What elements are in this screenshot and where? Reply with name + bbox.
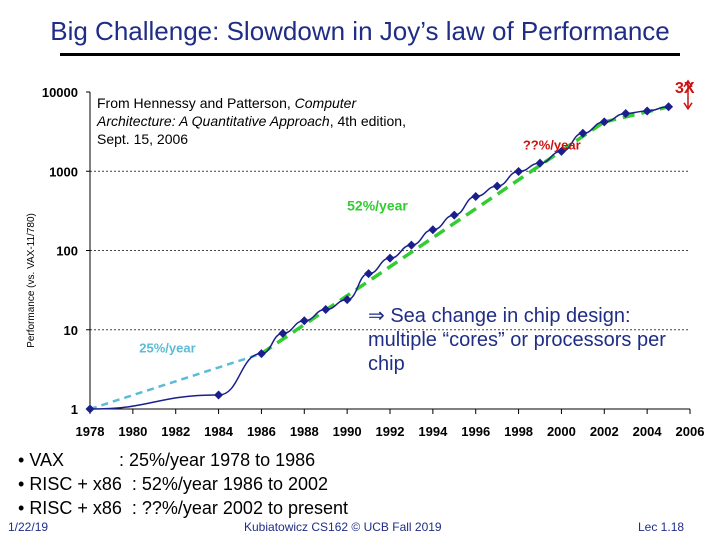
x-tick-label: 2000 — [547, 424, 576, 439]
x-tick-label: 2006 — [676, 424, 705, 439]
data-point — [535, 158, 545, 168]
bullet-rate: : 25%/year 1978 to 1986 — [119, 450, 316, 470]
trend-line-2 — [603, 105, 669, 124]
trend-line-0 — [89, 352, 262, 411]
y-tick-label: 10 — [64, 323, 78, 338]
three-x-arrow-icon — [683, 79, 693, 88]
x-tick-label: 1986 — [247, 424, 276, 439]
data-point — [471, 191, 481, 201]
source-line3: Sept. 15, 2006 — [97, 131, 189, 147]
bullet-label: VAX — [29, 450, 120, 470]
data-point — [492, 181, 502, 191]
footer-course: Kubiatowicz CS162 © UCB Fall 2019 — [244, 520, 442, 534]
data-point — [342, 295, 352, 305]
bullet-marker: • — [18, 498, 30, 518]
source-line2-text: , 4th edition, — [329, 113, 406, 129]
data-point — [214, 390, 224, 400]
data-point — [321, 305, 331, 315]
data-point — [428, 225, 438, 235]
bullet-marker: • — [18, 474, 30, 494]
data-point — [278, 328, 288, 338]
data-point — [364, 269, 374, 279]
y-tick-label: 10000 — [42, 85, 78, 100]
x-tick-label: 1990 — [333, 424, 362, 439]
bullet-marker: • — [18, 450, 30, 470]
footer-date: 1/22/19 — [8, 520, 49, 534]
data-point — [299, 316, 309, 326]
y-tick-label: 100 — [56, 244, 78, 259]
slide-title: Big Challenge: Slowdown in Joy’s law of … — [50, 16, 670, 46]
three-x-arrow-icon — [683, 102, 693, 111]
x-tick-label: 1992 — [376, 424, 405, 439]
x-tick-label: 1998 — [504, 424, 533, 439]
bullet-label: RISC + x86 — [29, 474, 122, 494]
data-point — [556, 146, 566, 156]
source-line2-italic: Architecture: A Quantitative Approach — [97, 113, 330, 129]
data-point — [599, 117, 609, 127]
annotation-label: 25%/year — [139, 340, 195, 355]
data-point — [514, 166, 524, 176]
x-tick-label: 1980 — [118, 424, 147, 439]
annotation-label: ??%/year — [523, 138, 581, 153]
source-citation: From Hennessy and Patterson, Computer Ar… — [97, 94, 477, 148]
x-tick-label: 1982 — [161, 424, 190, 439]
data-point — [385, 253, 395, 263]
x-tick-label: 2004 — [633, 424, 663, 439]
x-tick-label: 1978 — [76, 424, 105, 439]
sea-change-callout: ⇒ Sea change in chip design: multiple “c… — [368, 304, 698, 376]
data-point — [449, 210, 459, 220]
annotation-label: 52%/year — [347, 197, 408, 213]
title-divider — [60, 53, 680, 56]
x-tick-label: 2002 — [590, 424, 619, 439]
y-tick-label: 1 — [71, 402, 78, 417]
x-tick-label: 1984 — [204, 424, 234, 439]
footer-lecture: Lec 1.18 — [638, 520, 685, 534]
implies-arrow-icon: ⇒ — [368, 305, 385, 327]
data-point — [621, 108, 631, 118]
data-point — [664, 102, 674, 112]
x-tick-label: 1988 — [290, 424, 319, 439]
bullet-row-risc-unknown: • RISC + x86 : ??%/year 2002 to present — [18, 496, 348, 520]
data-point — [85, 404, 95, 414]
bullet-rate: : ??%/year 2002 to present — [121, 498, 349, 518]
y-tick-label: 1000 — [49, 164, 78, 179]
bullet-label: RISC + x86 — [29, 498, 122, 518]
callout-text: Sea change in chip design: multiple “cor… — [368, 305, 666, 375]
source-line1-text: From Hennessy and Patterson, — [97, 95, 295, 111]
x-tick-label: 1994 — [418, 424, 448, 439]
x-tick-label: 1996 — [461, 424, 490, 439]
bullet-rate: : 52%/year 1986 to 2002 — [121, 474, 329, 494]
y-axis-label: Performance (vs. VAX-11/780) — [26, 213, 37, 348]
source-line1-italic: Computer — [294, 95, 357, 111]
annotation-label: 3X — [675, 80, 695, 97]
data-point — [406, 240, 416, 250]
data-point — [256, 349, 266, 359]
data-point — [578, 128, 588, 138]
data-point — [642, 106, 652, 116]
bullet-row-risc-52: • RISC + x86 : 52%/year 1986 to 2002 — [18, 472, 348, 496]
bullet-row-vax: • VAX : 25%/year 1978 to 1986 — [18, 448, 348, 472]
growth-rate-bullets: • VAX : 25%/year 1978 to 1986 • RISC + x… — [18, 448, 348, 520]
